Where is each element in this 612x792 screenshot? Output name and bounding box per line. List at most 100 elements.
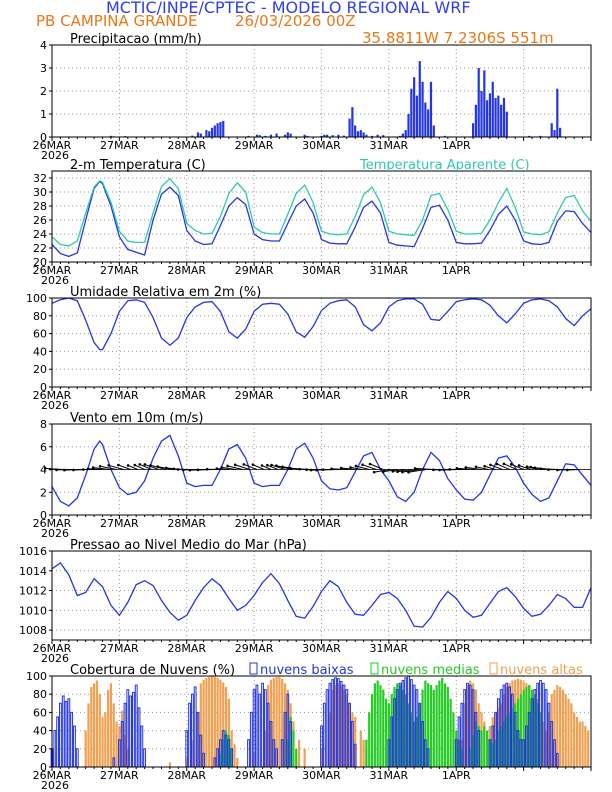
cloud-bar-nuvens-altas: [196, 712, 200, 767]
cloud-bar-nuvens-baixas: [261, 682, 264, 768]
precip-bar: [556, 88, 559, 137]
precip-bar: [255, 134, 259, 137]
cloud-bar-nuvens-medias: [502, 721, 506, 767]
wind-arrow-head: [117, 463, 120, 467]
cloud-bar-nuvens-altas: [564, 694, 567, 767]
cloud-bar-nuvens-medias: [536, 703, 539, 767]
wind-arrow-head: [401, 470, 404, 474]
cloud-bar-nuvens-medias: [455, 730, 458, 767]
wind-arrow-head: [442, 468, 446, 472]
panel-2: [49, 170, 592, 266]
panel-title: Umidade Relativa em 2m (%): [70, 285, 261, 300]
precip-bar: [413, 77, 416, 137]
legend-swatch: [489, 662, 498, 675]
wind-arrow: [490, 464, 503, 470]
wind-arrow: [402, 469, 419, 473]
precip-bar: [427, 109, 430, 137]
cloud-bar-nuvens-altas: [337, 683, 340, 767]
precip-bar: [205, 130, 208, 137]
x-tick-label: 27MAR: [100, 769, 139, 782]
x-year-label: 2026: [41, 779, 69, 792]
cloud-bar-nuvens-altas: [216, 677, 219, 767]
x-tick-label: 30MAR: [302, 769, 341, 782]
cloud-bar-nuvens-altas: [471, 683, 475, 767]
y-tick-label: 4: [40, 464, 47, 477]
panel-title: Pressao ao Nivel Medio do Mar (hPa): [70, 538, 307, 553]
cloud-bar-nuvens-baixas: [56, 716, 60, 768]
cloud-bar-nuvens-altas: [95, 680, 99, 767]
cloud-bar-nuvens-medias: [471, 735, 475, 767]
cloud-bar-nuvens-altas: [121, 710, 124, 767]
wind-arrow-head: [489, 463, 492, 467]
cloud-bar-nuvens-medias: [379, 685, 382, 767]
cloud-bar-nuvens-medias: [292, 730, 295, 767]
precip-bar: [264, 135, 267, 137]
cloud-bar-nuvens-altas: [348, 703, 351, 767]
precip-bar: [222, 120, 225, 137]
cloud-bar-nuvens-baixas: [129, 695, 133, 768]
y-tick-label: 1008: [19, 624, 47, 637]
cloud-bar-nuvens-medias: [373, 683, 376, 767]
cloud-bar-nuvens-baixas: [53, 730, 57, 768]
precip-bar: [559, 127, 562, 137]
cloud-bar-nuvens-medias: [528, 685, 531, 767]
cloud-bar-nuvens-altas: [191, 739, 194, 767]
cloud-bar-nuvens-altas: [278, 676, 281, 767]
precip-bar: [356, 131, 360, 137]
wind-arrow-head: [517, 464, 521, 467]
cloud-bar-nuvens-baixas: [140, 725, 144, 768]
cloud-bar-nuvens-altas: [126, 748, 129, 767]
cloud-bar-nuvens-medias: [457, 739, 461, 767]
precip-bar: [331, 135, 334, 137]
x-tick-label: 29MAR: [235, 264, 274, 277]
wind-arrow-head: [525, 465, 529, 469]
cloud-bar-nuvens-medias: [519, 694, 522, 767]
cloud-bar-nuvens-altas: [87, 703, 90, 767]
wind-arrow-head: [413, 467, 417, 470]
cloud-bar-nuvens-medias: [399, 685, 402, 767]
x-tick-label: 1APR: [442, 517, 471, 530]
wind-arrow-head: [339, 466, 343, 470]
cloud-bar-nuvens-medias: [483, 726, 486, 767]
panel-3: [49, 297, 592, 391]
cloud-bar-nuvens-altas: [340, 685, 343, 767]
cloud-bar-nuvens-medias: [384, 698, 388, 767]
cloud-bar-nuvens-altas: [297, 739, 301, 767]
y-tick-label: 100: [26, 670, 47, 683]
x-tick-label: 30MAR: [302, 642, 341, 655]
cloud-bar-nuvens-altas: [199, 683, 202, 767]
precip-bar: [550, 123, 553, 137]
precip-bar: [443, 135, 447, 137]
cloud-bar-nuvens-baixas: [188, 702, 191, 768]
cloud-bar-nuvens-medias: [376, 680, 379, 767]
precip-bar: [275, 133, 278, 137]
wind-arrow: [271, 464, 286, 470]
x-tick-label: 31MAR: [370, 642, 409, 655]
cloud-bar-nuvens-altas: [570, 703, 573, 767]
x-tick-label: 27MAR: [100, 389, 139, 402]
y-tick-label: 0: [40, 761, 47, 774]
x-tick-label: 28MAR: [167, 642, 206, 655]
cloud-bar-nuvens-medias: [438, 680, 441, 767]
precip-bar: [480, 91, 483, 137]
wind-arrow-head: [251, 463, 255, 466]
series-line-1: [51, 561, 592, 628]
x-tick-label: 1APR: [442, 642, 471, 655]
cloud-bar-nuvens-medias: [404, 694, 407, 767]
precip-bar: [303, 134, 306, 137]
wind-arrow-head: [281, 465, 284, 469]
precip-bar: [210, 127, 214, 137]
cloud-bar-nuvens-medias: [418, 703, 421, 767]
wind-arrow-head: [381, 470, 385, 474]
wind-arrow-head: [565, 468, 569, 472]
x-tick-label: 29MAR: [235, 642, 274, 655]
precip-bar: [528, 135, 531, 137]
y-tick-label: 8: [40, 418, 47, 431]
x-tick-label: 30MAR: [302, 389, 341, 402]
cloud-bar-nuvens-altas: [101, 716, 104, 767]
wind-arrow-head: [270, 463, 273, 467]
cloud-bar-nuvens-altas: [561, 689, 565, 767]
precip-bar: [370, 135, 374, 137]
x-tick-label: 29MAR: [235, 389, 274, 402]
precip-bar: [497, 95, 500, 137]
